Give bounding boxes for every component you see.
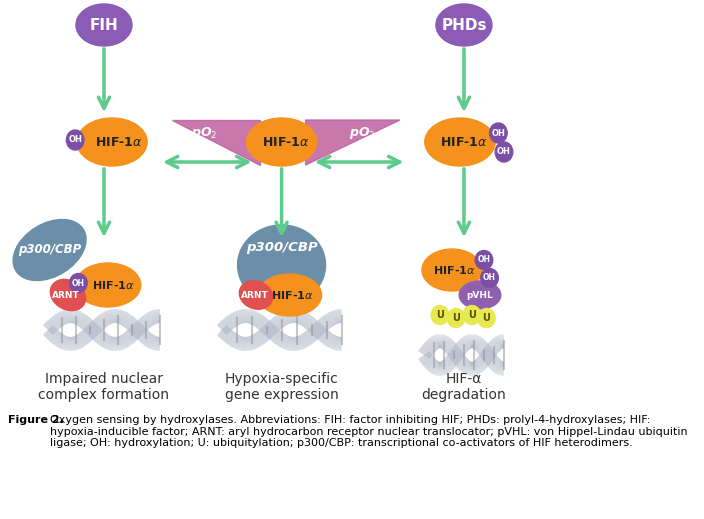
Text: OH: OH [491,129,505,138]
Text: U: U [468,310,476,320]
Text: HIF-1$\alpha$: HIF-1$\alpha$ [440,135,488,148]
Ellipse shape [77,118,147,166]
Text: HIF-1$\alpha$: HIF-1$\alpha$ [94,135,142,148]
Text: U: U [436,310,444,320]
Ellipse shape [481,268,498,288]
Text: HIF-1$\alpha$: HIF-1$\alpha$ [433,264,476,276]
Ellipse shape [495,142,513,162]
Text: HIF-1$\alpha$: HIF-1$\alpha$ [272,289,314,301]
Text: OH: OH [72,279,85,288]
Ellipse shape [477,308,495,327]
Ellipse shape [75,263,141,307]
Text: Oxygen sensing by hydroxylases. Abbreviations: FIH: factor inhibiting HIF; PHDs:: Oxygen sensing by hydroxylases. Abbrevia… [51,415,688,448]
Text: ARNT: ARNT [241,292,269,301]
Ellipse shape [475,251,493,269]
Text: OH: OH [483,274,496,282]
Text: pO$_2$: pO$_2$ [349,125,375,141]
Text: FIH: FIH [89,18,118,33]
Text: p300/CBP: p300/CBP [246,241,318,254]
Ellipse shape [463,306,481,324]
Text: pO$_2$: pO$_2$ [191,125,218,141]
Text: p300/CBP: p300/CBP [18,243,81,256]
Text: HIF-α
degradation: HIF-α degradation [422,372,506,402]
Text: OH: OH [477,255,491,265]
Ellipse shape [459,281,501,309]
Text: U: U [452,313,460,323]
Text: OH: OH [497,147,511,157]
Polygon shape [306,120,400,165]
Ellipse shape [239,281,272,309]
Ellipse shape [447,308,465,327]
Ellipse shape [258,274,322,316]
Ellipse shape [436,4,492,46]
Ellipse shape [70,274,87,293]
Text: U: U [482,313,490,323]
Text: HIF-1$\alpha$: HIF-1$\alpha$ [92,279,135,291]
Text: Hypoxia-specific
gene expression: Hypoxia-specific gene expression [225,372,339,402]
Text: ARNT: ARNT [51,292,80,301]
Ellipse shape [425,118,495,166]
Text: OH: OH [68,135,82,144]
Ellipse shape [246,118,317,166]
Text: HIF-1$\alpha$: HIF-1$\alpha$ [262,135,309,148]
Ellipse shape [76,4,132,46]
Ellipse shape [237,225,325,305]
Text: pVHL: pVHL [467,291,494,299]
Text: PHDs: PHDs [441,18,486,33]
Ellipse shape [50,279,86,310]
Polygon shape [172,120,260,165]
Text: Impaired nuclear
complex formation: Impaired nuclear complex formation [39,372,170,402]
Ellipse shape [66,130,84,150]
Ellipse shape [13,220,86,281]
Ellipse shape [431,306,448,324]
Text: Figure 2.: Figure 2. [8,415,64,425]
Ellipse shape [422,249,482,291]
Ellipse shape [489,123,507,143]
